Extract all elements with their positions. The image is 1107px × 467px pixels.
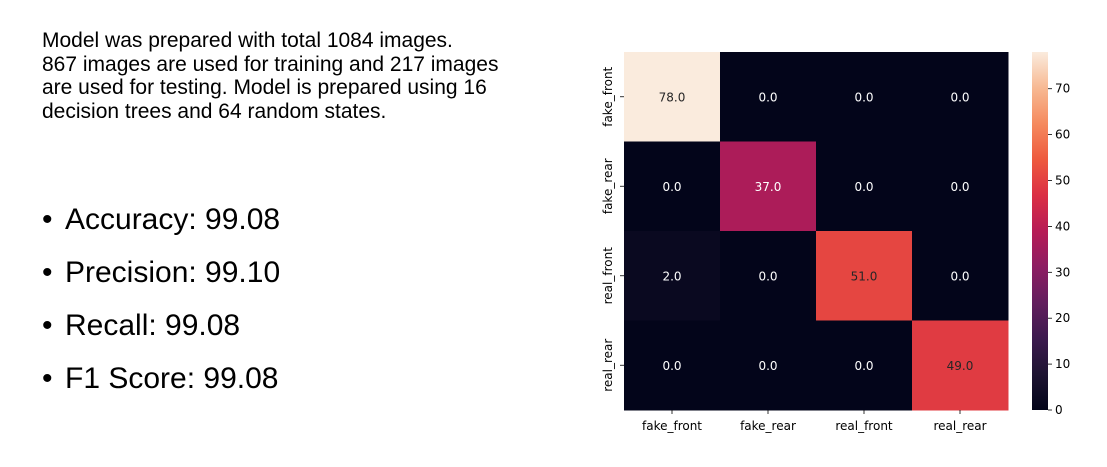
metrics-list: • Accuracy: 99.08 • Precision: 99.10 • Reca… (42, 196, 280, 408)
x-tick-label: real_rear (933, 419, 986, 433)
heatmap-cell (816, 231, 913, 321)
cell-annotation: 0.0 (854, 180, 873, 194)
colorbar-tick-label: 0 (1055, 403, 1063, 417)
metric-precision: • Precision: 99.10 (42, 249, 280, 302)
colorbar-tick-label: 10 (1055, 357, 1070, 371)
model-description: Model was prepared with total 1084 image… (42, 29, 572, 123)
x-tick-label: fake_front (642, 419, 702, 433)
heatmap-cell (816, 52, 913, 142)
cell-annotation: 51.0 (851, 269, 878, 283)
cell-annotation: 0.0 (662, 359, 681, 373)
x-axis-ticks: fake_front fake_rear real_front real_rear (642, 410, 987, 433)
heatmap-cell (624, 141, 721, 232)
cell-annotation: 0.0 (950, 269, 969, 283)
heatmap-cell (816, 141, 913, 232)
colorbar-tick-label: 60 (1055, 128, 1070, 142)
y-tick-label: fake_rear (601, 158, 615, 214)
metric-accuracy: • Accuracy: 99.08 (42, 196, 280, 249)
metric-precision-text: Precision: 99.10 (65, 256, 281, 289)
colorbar-tick-label: 20 (1055, 311, 1070, 325)
cell-annotation: 0.0 (950, 90, 969, 104)
cell-annotation: 0.0 (758, 359, 777, 373)
description-line-1: Model was prepared with total 1084 image… (42, 29, 453, 52)
metric-recall-text: Recall: 99.08 (65, 309, 241, 342)
cell-annotation: 0.0 (662, 180, 681, 194)
description-line-2: 867 images are used for training and 217… (42, 52, 499, 76)
cell-annotation: 0.0 (854, 359, 873, 373)
cell-annotation: 0.0 (854, 90, 873, 104)
colorbar-ticks: 0 10 20 30 40 50 60 70 (1048, 82, 1070, 417)
heatmap-cell (720, 141, 817, 232)
heatmap-cell (720, 320, 817, 411)
x-tick-label: real_front (835, 419, 893, 433)
heatmap-cell (624, 52, 721, 142)
heatmap-cell (720, 231, 817, 321)
heatmap-cell (720, 52, 817, 142)
cell-annotation: 49.0 (947, 359, 974, 373)
x-tick-label: fake_rear (740, 419, 796, 433)
description-line-3: are used for testing. Model is prepared … (42, 76, 487, 99)
bullet-icon: • (42, 203, 53, 236)
bullet-icon: • (42, 256, 53, 289)
description-line-4: decision trees and 64 random states. (42, 99, 387, 123)
metric-accuracy-text: Accuracy: 99.08 (65, 203, 281, 236)
metric-f1-score: • F1 Score: 99.08 (42, 355, 280, 408)
colorbar (1032, 52, 1048, 410)
metric-f1-score-text: F1 Score: 99.08 (65, 362, 279, 395)
colorbar-tick-label: 50 (1055, 174, 1070, 188)
heatmap-cell (624, 231, 721, 321)
metric-recall: • Recall: 99.08 (42, 302, 280, 355)
colorbar-tick-label: 70 (1055, 82, 1070, 96)
cell-annotation: 0.0 (950, 180, 969, 194)
y-tick-label: real_front (601, 247, 615, 305)
heatmap-cell (912, 52, 1009, 142)
heatmap-cells (624, 52, 1009, 411)
heatmap-annotations: 78.0 0.0 0.0 0.0 0.0 37.0 0.0 0.0 2.0 0.0 51.0 0.0 0… (659, 90, 974, 373)
cell-annotation: 37.0 (755, 180, 782, 194)
heatmap-cell (624, 320, 721, 411)
cell-annotation: 78.0 (659, 90, 686, 104)
cell-annotation: 0.0 (758, 90, 777, 104)
bullet-icon: • (42, 309, 53, 342)
heatmap-cell (816, 320, 913, 411)
cell-annotation: 0.0 (758, 269, 777, 283)
y-tick-label: real_rear (601, 339, 615, 392)
cell-annotation: 2.0 (662, 269, 681, 283)
bullet-icon: • (42, 362, 53, 395)
y-tick-label: fake_front (601, 66, 615, 126)
heatmap-cell (912, 231, 1009, 321)
heatmap-cell (912, 320, 1009, 411)
colorbar-tick-label: 30 (1055, 265, 1070, 279)
colorbar-tick-label: 40 (1055, 219, 1070, 233)
heatmap-cell (912, 141, 1009, 232)
y-axis-ticks: fake_front fake_rear real_front real_rear (601, 66, 624, 392)
